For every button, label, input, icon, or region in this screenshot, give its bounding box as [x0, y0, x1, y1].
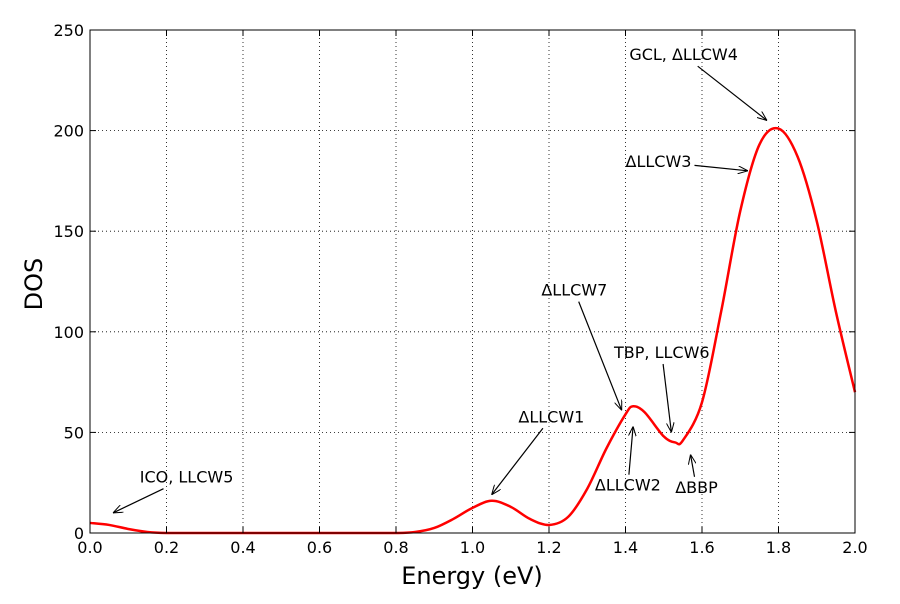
y-tick-label: 0: [74, 524, 84, 543]
x-tick-label: 0.0: [77, 538, 102, 557]
y-tick-label: 150: [53, 222, 84, 241]
x-tick-label: 0.6: [307, 538, 332, 557]
x-tick-label: 1.6: [689, 538, 714, 557]
x-tick-label: 0.4: [230, 538, 255, 557]
annotation-label: TBP, LLCW6: [613, 343, 710, 362]
annotation-arrow: [113, 488, 164, 513]
annotation-label: ICO, LLCW5: [140, 468, 234, 487]
x-tick-label: 1.4: [613, 538, 638, 557]
x-tick-label: 1.0: [460, 538, 485, 557]
y-tick-label: 200: [53, 122, 84, 141]
y-axis-title: DOS: [20, 258, 48, 311]
annotations: ICO, LLCW5 ΔLLCW1 ΔLLCW7 TBP, LLCW6 ΔLLCW2 ΔB…: [113, 45, 767, 513]
x-axis-title: Energy (eV): [401, 562, 543, 590]
annotation-arrow: [662, 363, 671, 432]
y-tick-label: 250: [53, 21, 84, 40]
annotation-arrow: [492, 427, 544, 495]
annotation-arrow: [629, 426, 633, 475]
y-tick-label: 100: [53, 323, 84, 342]
axis-ticks: 0.0 0.2 0.4 0.6 0.8 1.0 1.2 1.4 1.6 1.8 2.0 0 50 100 1…: [53, 21, 867, 557]
annotation-arrow: [697, 65, 767, 120]
x-tick-label: 1.8: [766, 538, 791, 557]
annotation-arrow: [578, 301, 623, 411]
x-tick-label: 0.2: [154, 538, 179, 557]
annotation-label: ΔLLCW3: [626, 152, 692, 171]
annotation-label: ΔBBP: [675, 478, 718, 497]
annotation-label: ΔLLCW2: [595, 476, 661, 495]
x-tick-label: 1.2: [536, 538, 561, 557]
y-tick-label: 50: [64, 423, 84, 442]
x-tick-label: 0.8: [383, 538, 408, 557]
annotation-label: GCL, ΔLLCW4: [629, 45, 738, 64]
annotation-label: ΔLLCW1: [518, 407, 584, 426]
annotation-arrow: [691, 455, 695, 477]
annotation-label: ΔLLCW7: [541, 281, 607, 300]
annotation-arrow: [694, 164, 748, 170]
x-tick-label: 2.0: [842, 538, 867, 557]
